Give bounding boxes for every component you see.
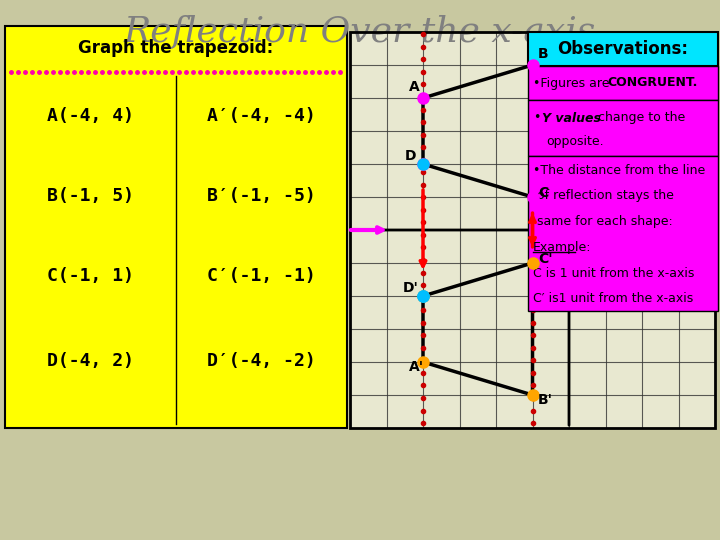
Text: A: A [409,80,420,94]
Text: B: B [538,47,548,61]
Bar [350,32,715,428]
Text: Y values: Y values [542,111,601,125]
Text: Graph the trapezoid:: Graph the trapezoid: [78,39,274,57]
Text: •Figures are: •Figures are [533,77,613,90]
Text: D: D [405,149,416,163]
Text: C′ is1 unit from the x-axis: C′ is1 unit from the x-axis [533,293,693,306]
Text: C(-1, 1): C(-1, 1) [47,267,134,285]
Text: of reflection stays the: of reflection stays the [533,190,674,202]
Text: D': D' [403,281,419,295]
Text: •: • [533,111,541,125]
Text: A′(-4, -4): A′(-4, -4) [207,107,316,125]
Text: same for each shape:: same for each shape: [533,215,672,228]
Text: opposite.: opposite. [546,136,603,148]
Text: A(-4, 4): A(-4, 4) [47,107,134,125]
Text: A': A' [409,360,424,374]
Text: Observations:: Observations: [557,40,688,58]
Bar [5,26,347,428]
Text: change to the: change to the [594,111,685,125]
Text: D′(-4, -2): D′(-4, -2) [207,352,316,370]
Text: CONGRUENT.: CONGRUENT. [607,77,698,90]
Text: C: C [539,186,549,200]
Text: B(-1, 5): B(-1, 5) [47,187,134,205]
Bar [528,156,718,311]
Text: B′(-1, -5): B′(-1, -5) [207,187,316,205]
Text: B': B' [538,393,552,407]
Text: D(-4, 2): D(-4, 2) [47,352,134,370]
Bar [350,32,715,428]
Text: •The distance from the line: •The distance from the line [533,164,706,177]
Bar [528,100,718,156]
Text: C is 1 unit from the x-axis: C is 1 unit from the x-axis [533,267,694,280]
Bar [528,66,718,100]
Text: Example:: Example: [533,241,592,254]
Text: C′(-1, -1): C′(-1, -1) [207,267,316,285]
Bar [528,32,718,66]
Text: Reflection Over the x-axis: Reflection Over the x-axis [124,15,596,49]
Text: C': C' [539,252,553,266]
